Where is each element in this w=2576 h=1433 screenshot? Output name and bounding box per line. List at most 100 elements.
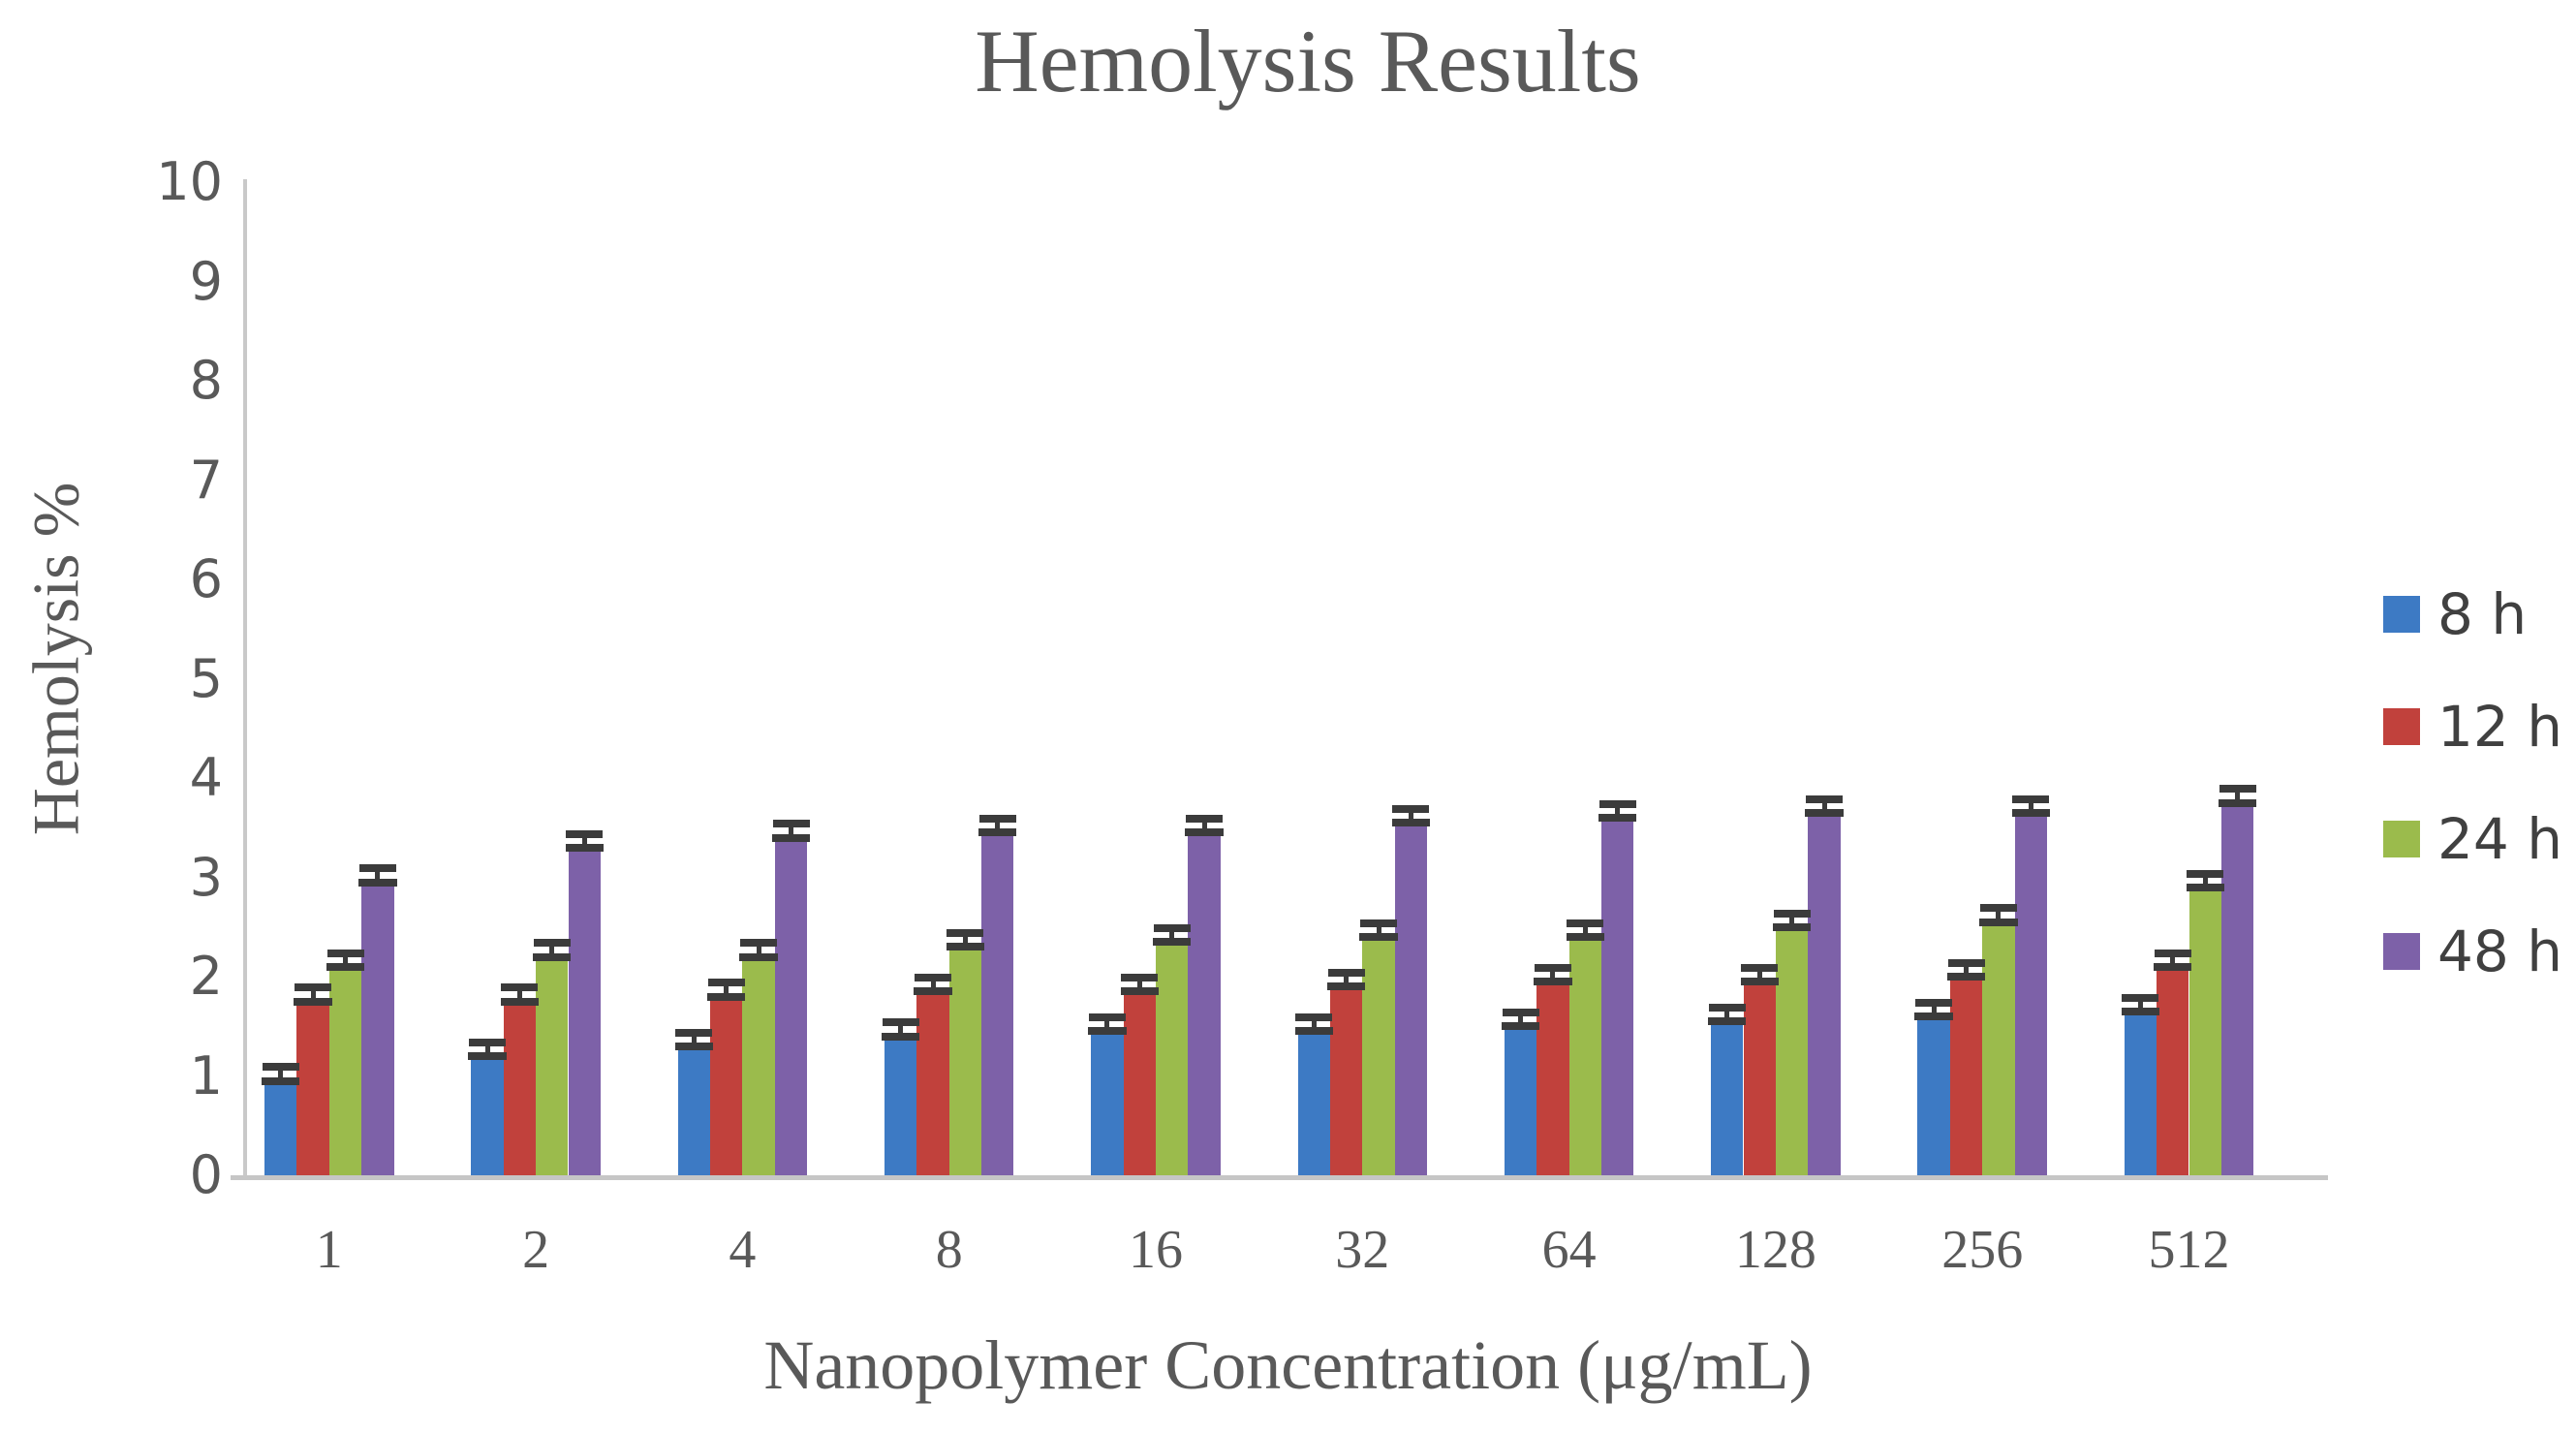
bar-12h-512 xyxy=(2157,966,2189,1175)
bar-24h-64 xyxy=(1568,937,1601,1175)
bar-8h-8 xyxy=(884,1036,917,1175)
error-bar-lower-cap xyxy=(1391,819,1431,827)
error-bar-upper-cap xyxy=(772,820,810,828)
error-bar-upper-cap xyxy=(978,815,1016,824)
bar-12h-1 xyxy=(296,1001,329,1175)
error-bar-stem xyxy=(1789,913,1795,927)
bar-8h-32 xyxy=(1297,1031,1330,1175)
legend-item: 48 h xyxy=(2383,923,2562,980)
bar-8h-128 xyxy=(1711,1021,1744,1175)
error-bar-stem xyxy=(516,987,522,1002)
error-bar-stem xyxy=(549,943,555,957)
error-bar-lower-cap xyxy=(1598,814,1637,822)
error-bar-upper-cap xyxy=(1502,1009,1539,1016)
bar-12h-4 xyxy=(710,996,743,1175)
error-bar-stem xyxy=(2170,952,2176,967)
y-tick-label: 10 xyxy=(156,151,223,212)
bar-12h-8 xyxy=(916,991,949,1175)
legend-swatch-icon xyxy=(2383,821,2420,857)
bar-24h-128 xyxy=(1775,926,1809,1175)
bar-8h-16 xyxy=(1091,1031,1124,1175)
error-bar-upper-cap xyxy=(469,1038,506,1046)
error-bar-lower-cap xyxy=(1534,978,1572,986)
error-bar-upper-cap xyxy=(1534,963,1571,972)
bar-24h-16 xyxy=(1156,942,1189,1175)
bar-8h-256 xyxy=(1917,1016,1950,1175)
error-bar-lower-cap xyxy=(2218,798,2257,807)
y-tick-label: 7 xyxy=(189,449,223,511)
y-tick-label: 5 xyxy=(189,647,223,709)
error-bar-stem xyxy=(1821,798,1827,813)
error-bar-stem xyxy=(1104,1017,1110,1032)
error-bar-upper-cap xyxy=(1806,794,1843,803)
bar-8h-64 xyxy=(1504,1026,1537,1175)
bar-24h-1 xyxy=(328,966,362,1175)
error-bar-upper-cap xyxy=(295,983,332,992)
error-bar-upper-cap xyxy=(1360,919,1397,927)
error-bar-upper-cap xyxy=(2219,785,2256,794)
error-bar-lower-cap xyxy=(1294,1027,1333,1036)
x-tick-label: 1 xyxy=(315,1220,343,1280)
bar-24h-8 xyxy=(948,947,982,1175)
legend-swatch-icon xyxy=(2383,933,2420,970)
bar-48h-256 xyxy=(2014,812,2047,1175)
error-bar-upper-cap xyxy=(1153,923,1191,932)
error-bar-upper-cap xyxy=(2122,993,2159,1002)
legend-label: 12 h xyxy=(2437,694,2562,760)
legend-item: 12 h xyxy=(2383,694,2562,760)
error-bar-lower-cap xyxy=(1153,938,1192,947)
error-bar-lower-cap xyxy=(978,828,1017,837)
error-bar-lower-cap xyxy=(500,997,540,1006)
error-bar-stem xyxy=(1582,922,1588,937)
error-bar-stem xyxy=(1136,978,1142,992)
bar-12h-16 xyxy=(1123,991,1156,1175)
bar-48h-2 xyxy=(568,847,601,1175)
error-bar-stem xyxy=(1550,967,1556,982)
x-tick-label: 16 xyxy=(1129,1220,1183,1280)
bar-12h-128 xyxy=(1743,981,1776,1175)
error-bar-lower-cap xyxy=(739,952,778,961)
error-bar-lower-cap xyxy=(1805,808,1844,817)
x-axis-line xyxy=(231,1175,2328,1180)
error-bar-stem xyxy=(310,987,316,1002)
error-bar-stem xyxy=(789,824,793,838)
x-tick-label: 64 xyxy=(1541,1220,1597,1280)
error-bar-upper-cap xyxy=(2012,794,2050,803)
error-bar-stem xyxy=(1408,808,1413,824)
x-axis-label: Nanopolymer Concentration (μg/mL) xyxy=(763,1326,1813,1404)
error-bar-upper-cap xyxy=(1392,804,1430,813)
bar-48h-32 xyxy=(1394,823,1428,1175)
error-bar-stem xyxy=(484,1042,490,1056)
error-bar-upper-cap xyxy=(1598,799,1636,808)
error-bar-stem xyxy=(375,868,381,883)
error-bar-stem xyxy=(995,819,1001,833)
error-bar-lower-cap xyxy=(1708,1017,1747,1026)
error-bar-stem xyxy=(1756,967,1762,982)
error-bar-lower-cap xyxy=(294,997,332,1006)
error-bar-stem xyxy=(278,1067,284,1081)
error-bar-stem xyxy=(1615,803,1621,818)
plot-area xyxy=(245,182,2312,1175)
bar-48h-128 xyxy=(1808,812,1841,1175)
error-bar-lower-cap xyxy=(326,962,365,971)
error-bar-upper-cap xyxy=(501,983,539,992)
legend-label: 8 h xyxy=(2437,581,2528,647)
chart-title: Hemolysis Results xyxy=(975,12,1641,110)
error-bar-stem xyxy=(2202,873,2208,888)
error-bar-lower-cap xyxy=(1772,922,1812,931)
bar-12h-2 xyxy=(503,1001,537,1175)
error-bar-stem xyxy=(1201,819,1207,833)
error-bar-lower-cap xyxy=(468,1052,507,1060)
error-bar-lower-cap xyxy=(707,992,746,1001)
y-axis-line xyxy=(243,179,247,1177)
legend-item: 24 h xyxy=(2383,806,2562,872)
y-tick-label: 6 xyxy=(189,548,223,609)
error-bar-stem xyxy=(1518,1012,1523,1027)
error-bar-stem xyxy=(2137,997,2143,1012)
error-bar-upper-cap xyxy=(1088,1013,1126,1022)
error-bar-upper-cap xyxy=(1295,1013,1333,1022)
bar-8h-2 xyxy=(471,1056,504,1175)
error-bar-lower-cap xyxy=(1740,978,1779,986)
error-bar-lower-cap xyxy=(1946,973,1986,981)
legend-label: 24 h xyxy=(2437,806,2562,872)
